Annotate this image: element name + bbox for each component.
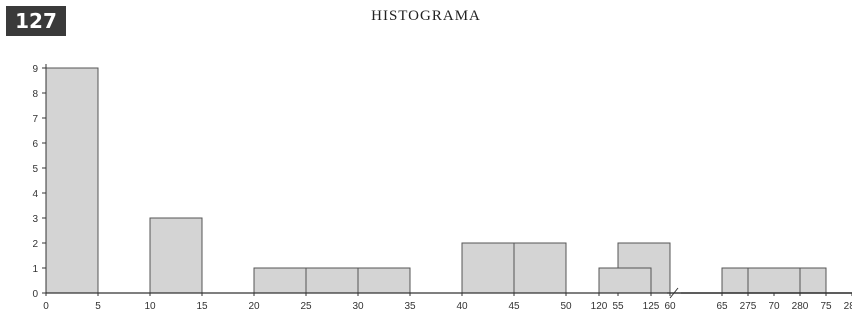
x-tick-label: 120 — [591, 301, 608, 312]
histogram-bar — [513, 242, 567, 294]
x-tick-label: 10 — [144, 301, 156, 312]
x-tick-label: 65 — [716, 301, 728, 312]
x-tick-label: 25 — [300, 301, 312, 312]
histogram-bar — [253, 267, 307, 294]
histogram-bar — [747, 267, 801, 294]
y-tick-label: 0 — [32, 289, 38, 300]
histogram-bar — [305, 267, 359, 294]
x-tick-label: 20 — [248, 301, 260, 312]
y-tick-label: 5 — [32, 164, 38, 175]
y-tick-label: 9 — [32, 64, 38, 75]
x-tick-label: 30 — [352, 301, 364, 312]
x-tick-label: 0 — [43, 301, 49, 312]
figure-number-badge: 127 — [6, 6, 66, 36]
x-tick-label: 55 — [612, 301, 624, 312]
x-tick-label: 75 — [820, 301, 832, 312]
y-tick-label: 3 — [32, 214, 38, 225]
y-tick-label: 7 — [32, 114, 38, 125]
histogram-bar — [357, 267, 411, 294]
y-tick-label: 4 — [32, 189, 38, 200]
axis-break-mark — [669, 287, 679, 299]
chart-title: HISTOGRAMA — [371, 8, 481, 24]
x-tick-label: 45 — [508, 301, 520, 312]
x-tick-label: 280 — [792, 301, 809, 312]
x-tick-label: 50 — [560, 301, 572, 312]
histogram-bar — [149, 217, 203, 294]
x-tick-label: 285 — [844, 301, 852, 312]
y-tick-label: 8 — [32, 89, 38, 100]
x-tick-label: 275 — [740, 301, 757, 312]
x-tick-label: 60 — [664, 301, 676, 312]
x-tick-label: 35 — [404, 301, 416, 312]
x-tick-label: 40 — [456, 301, 468, 312]
y-tick-label: 1 — [32, 264, 38, 275]
x-tick-label: 70 — [768, 301, 780, 312]
x-tick-label: 15 — [196, 301, 208, 312]
histogram-bar — [45, 67, 99, 294]
histogram-bar — [461, 242, 515, 294]
x-tick-label: 5 — [95, 301, 101, 312]
histogram-bar — [598, 267, 652, 294]
bars-group — [45, 67, 827, 294]
y-tick-label: 2 — [32, 239, 38, 250]
x-tick-label: 125 — [643, 301, 660, 312]
y-tick-label: 6 — [32, 139, 38, 150]
